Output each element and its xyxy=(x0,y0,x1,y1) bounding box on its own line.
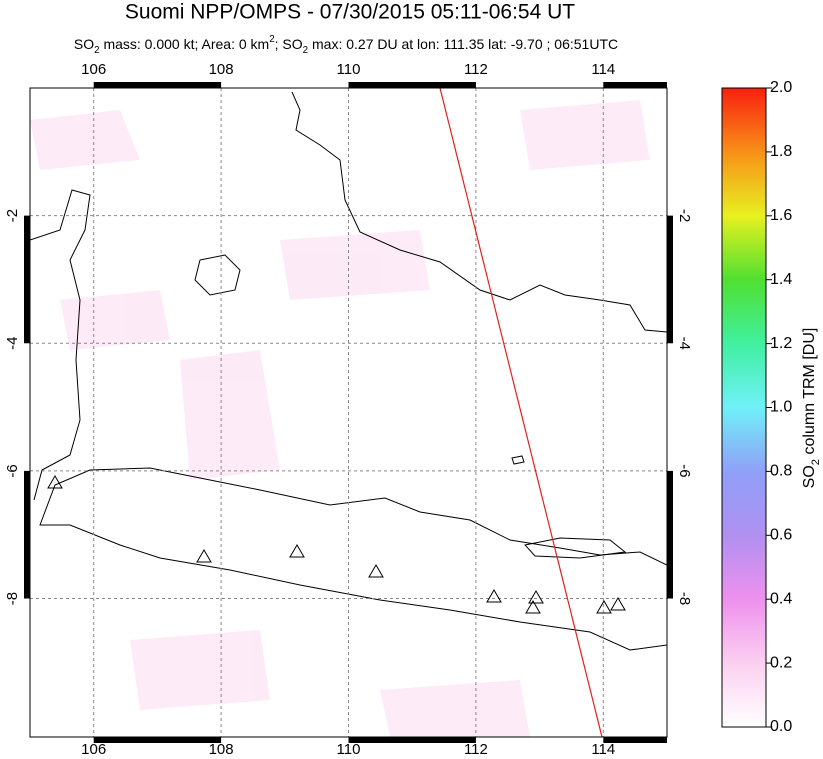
colorbar-tick-label: 0.0 xyxy=(770,718,792,735)
lat-tick-label: -2 xyxy=(4,209,21,222)
colorbar-tick-label: 0.2 xyxy=(770,654,792,671)
map-body xyxy=(30,88,667,737)
lon-tick-label: 114 xyxy=(591,741,615,758)
retrieval-pixels xyxy=(30,100,650,737)
volcanoes xyxy=(47,475,626,614)
text-part: SO xyxy=(801,465,818,488)
lon-tick-label: 112 xyxy=(464,741,488,758)
lat-tick-label: -2 xyxy=(676,209,693,222)
lon-tick-label: 110 xyxy=(337,741,361,758)
colorbar-label: SO2 column TRM [DU] xyxy=(801,328,822,489)
lon-tick-label: 106 xyxy=(81,741,106,758)
lon-tick-label: 110 xyxy=(337,61,361,78)
frame-bar xyxy=(24,470,30,599)
colorbar-tick-label: 1.0 xyxy=(770,399,792,416)
lat-tick-label: -8 xyxy=(4,592,21,605)
map-frame xyxy=(24,82,673,743)
text-part: ; SO xyxy=(275,36,303,52)
title: Suomi NPP/OMPS - 07/30/2015 05:11-06:54 … xyxy=(125,1,575,24)
frame-bar xyxy=(667,215,673,344)
coastline xyxy=(30,91,667,651)
text-part: 2 xyxy=(810,459,822,465)
text-part: 2 xyxy=(94,45,99,56)
colorbar-tick-label: 0.6 xyxy=(770,527,792,544)
frame-bar xyxy=(93,82,222,88)
frame-bar xyxy=(603,82,667,88)
text-part: max: 0.27 DU at lon: 111.35 lat: -9.70 ;… xyxy=(308,36,618,52)
lon-tick-label: 108 xyxy=(209,61,234,78)
text-part: 2 xyxy=(303,45,308,56)
frame-bar xyxy=(603,737,667,743)
colorbar-tick-label: 1.2 xyxy=(770,335,792,352)
colorbar-tick-label: 1.4 xyxy=(770,271,792,288)
colorbar-tick-label: 2.0 xyxy=(770,79,792,96)
colorbar-tick-label: 0.4 xyxy=(770,590,792,607)
lon-tick-label: 114 xyxy=(591,61,615,78)
lon-tick-label: 108 xyxy=(209,741,234,758)
frame-bar xyxy=(348,82,476,88)
colorbar-tick-label: 0.8 xyxy=(770,463,792,480)
frame-bar xyxy=(93,737,222,743)
frame-bar xyxy=(348,737,476,743)
colorbar-tick-label: 1.6 xyxy=(770,207,792,224)
frame-bar xyxy=(667,470,673,599)
colorbar-tick-label: 1.8 xyxy=(770,143,792,160)
text-part: mass: 0.000 kt; Area: 0 km xyxy=(100,36,270,52)
lat-tick-label: -6 xyxy=(676,464,693,477)
lon-tick-label: 106 xyxy=(81,61,106,78)
colorbar xyxy=(721,87,767,728)
graticule xyxy=(30,88,667,737)
lat-tick-label: -4 xyxy=(4,337,21,350)
text-part: SO xyxy=(74,36,94,52)
text-part: 2 xyxy=(269,34,274,45)
lon-tick-label: 112 xyxy=(464,61,488,78)
subtitle: SO2 mass: 0.000 kt; Area: 0 km2; SO2 max… xyxy=(74,34,618,56)
orbit-edge xyxy=(439,88,603,737)
frame-bar xyxy=(24,215,30,344)
lat-tick-label: -8 xyxy=(676,592,693,605)
lat-tick-label: -6 xyxy=(4,464,21,477)
lat-tick-label: -4 xyxy=(676,337,693,350)
text-part: column TRM [DU] xyxy=(801,328,818,459)
